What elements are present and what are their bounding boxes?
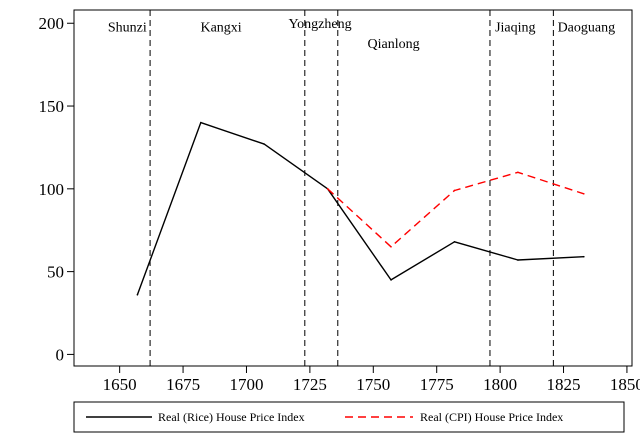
y-tick-label-150: 150 [39, 97, 65, 116]
reign-label-daoguang: Daoguang [558, 21, 616, 36]
x-tick-label-1825: 1825 [547, 375, 581, 394]
x-tick-label-1750: 1750 [356, 375, 390, 394]
series-point-rice-1757 [390, 279, 392, 281]
series-point-rice-1782 [453, 241, 456, 243]
series-point-rice-1657 [136, 294, 139, 296]
x-axis: 1650 1675 1700 1725 1750 1775 1800 1825 1850 [103, 366, 640, 394]
series-point-cpi-1757 [390, 245, 392, 248]
x-tick-label-1675: 1675 [166, 375, 200, 394]
series-point-cpi-1782 [453, 189, 456, 192]
reign-label-yongzheng: Yongzheng [288, 17, 351, 32]
series-line-rice [136, 121, 584, 296]
x-tick-label-1850: 1850 [610, 375, 640, 394]
reign-label-kangxi: Kangxi [200, 21, 241, 36]
y-tick-label-100: 100 [39, 180, 65, 199]
x-tick-label-1700: 1700 [229, 375, 263, 394]
series-point-rice-1682 [200, 121, 202, 124]
series-lines [136, 121, 585, 296]
reign-label-shunzi: Shunzi [108, 21, 147, 36]
series-point-cpi-1807 [517, 171, 519, 174]
reign-label-jiaqing: Jiaqing [495, 21, 535, 36]
legend-label-cpi: Real (CPI) House Price Index [420, 410, 563, 424]
series-point-rice-1707 [263, 143, 266, 145]
series-point-rice-1833 [583, 255, 585, 258]
x-tick-label-1725: 1725 [293, 375, 327, 394]
x-tick-label-1775: 1775 [420, 375, 454, 394]
x-tick-label-1800: 1800 [483, 375, 517, 394]
y-axis: 0 50 100 150 200 [39, 14, 74, 364]
series-point-cpi-1833 [583, 192, 585, 195]
y-tick-label-50: 50 [47, 263, 64, 282]
reign-label-qianlong: Qianlong [368, 37, 420, 52]
y-tick-label-200: 200 [39, 14, 65, 33]
legend: Real (Rice) House Price Index Real (CPI) … [73, 401, 625, 433]
y-tick-label-0: 0 [56, 345, 65, 364]
plot-area-border [73, 9, 633, 367]
series-point-cpi-1732 [326, 188, 329, 190]
reign-labels: Shunzi Kangxi Yongzheng Qianlong Jiaqing Daog… [108, 17, 615, 52]
x-tick-label-1650: 1650 [103, 375, 137, 394]
legend-label-rice: Real (Rice) House Price Index [158, 410, 305, 424]
plot-frame [73, 9, 633, 367]
series-point-rice-1807 [517, 259, 519, 261]
